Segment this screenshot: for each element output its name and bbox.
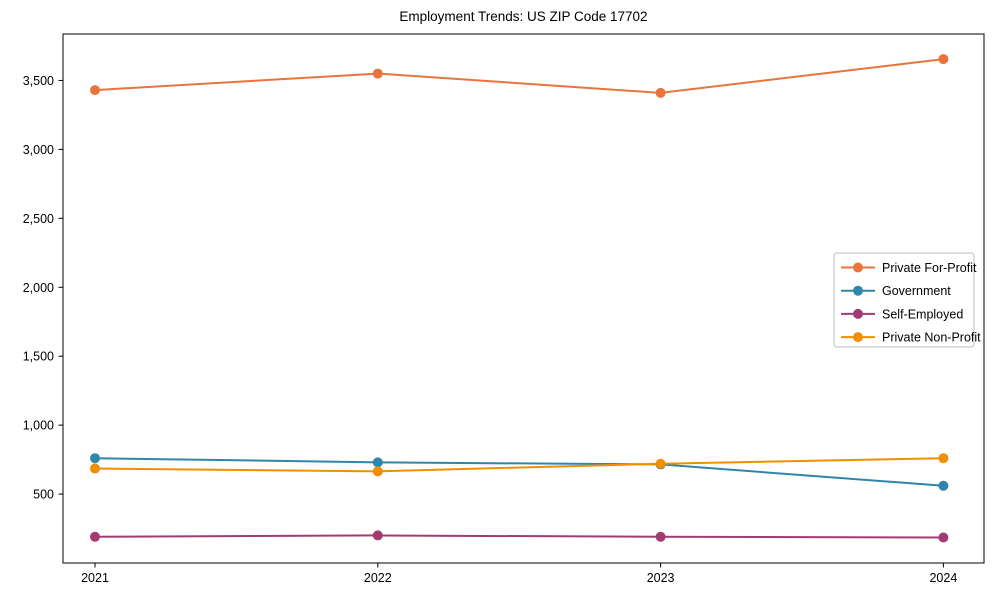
data-point-self-employed: [90, 531, 100, 542]
legend-label-private-for-profit: Private For-Profit: [882, 261, 977, 275]
chart-title: Employment Trends: US ZIP Code 17702: [399, 9, 648, 24]
legend-label-self-employed: Self-Employed: [882, 307, 963, 321]
legend-marker-private-non-profit: [853, 332, 863, 343]
data-point-government: [372, 457, 383, 468]
data-point-government: [90, 453, 100, 464]
x-axis-tick-label: 2023: [647, 571, 675, 585]
x-axis-tick-label: 2024: [929, 571, 957, 585]
y-axis-tick-label: 2,000: [23, 281, 54, 295]
legend-label-government: Government: [882, 284, 951, 298]
legend-marker-self-employed: [853, 308, 863, 319]
data-point-self-employed: [372, 530, 383, 541]
legend-marker-private-for-profit: [853, 262, 863, 273]
data-point-self-employed: [938, 532, 949, 543]
plot-border: [62, 33, 985, 564]
data-point-self-employed: [655, 531, 666, 542]
series-line-private-non-profit: [94, 457, 944, 473]
data-point-private-non-profit: [938, 453, 949, 464]
y-axis-tick-label: 1,500: [23, 350, 54, 364]
data-point-private-non-profit: [655, 458, 666, 469]
legend-marker-government: [853, 285, 863, 296]
series-line-self-employed: [94, 534, 944, 539]
x-axis-tick-label: 2022: [364, 571, 392, 585]
data-point-private-non-profit: [90, 463, 100, 474]
series-line-private-for-profit: [94, 58, 944, 94]
y-axis-tick-label: 500: [33, 488, 54, 502]
data-point-private-for-profit: [938, 54, 949, 65]
y-axis-tick-label: 3,500: [23, 74, 54, 88]
y-axis-tick-label: 1,000: [23, 419, 54, 433]
data-point-private-for-profit: [655, 87, 666, 98]
y-axis-tick-label: 3,000: [23, 143, 54, 157]
data-point-private-non-profit: [372, 466, 383, 477]
data-point-private-for-profit: [372, 68, 383, 79]
legend-label-private-non-profit: Private Non-Profit: [882, 331, 981, 345]
data-point-government: [938, 480, 949, 491]
x-axis-tick-label: 2021: [81, 571, 109, 585]
series-line-government: [94, 457, 944, 487]
data-point-private-for-profit: [90, 85, 100, 96]
y-axis-tick-label: 2,500: [23, 212, 54, 226]
legend: [833, 252, 975, 348]
